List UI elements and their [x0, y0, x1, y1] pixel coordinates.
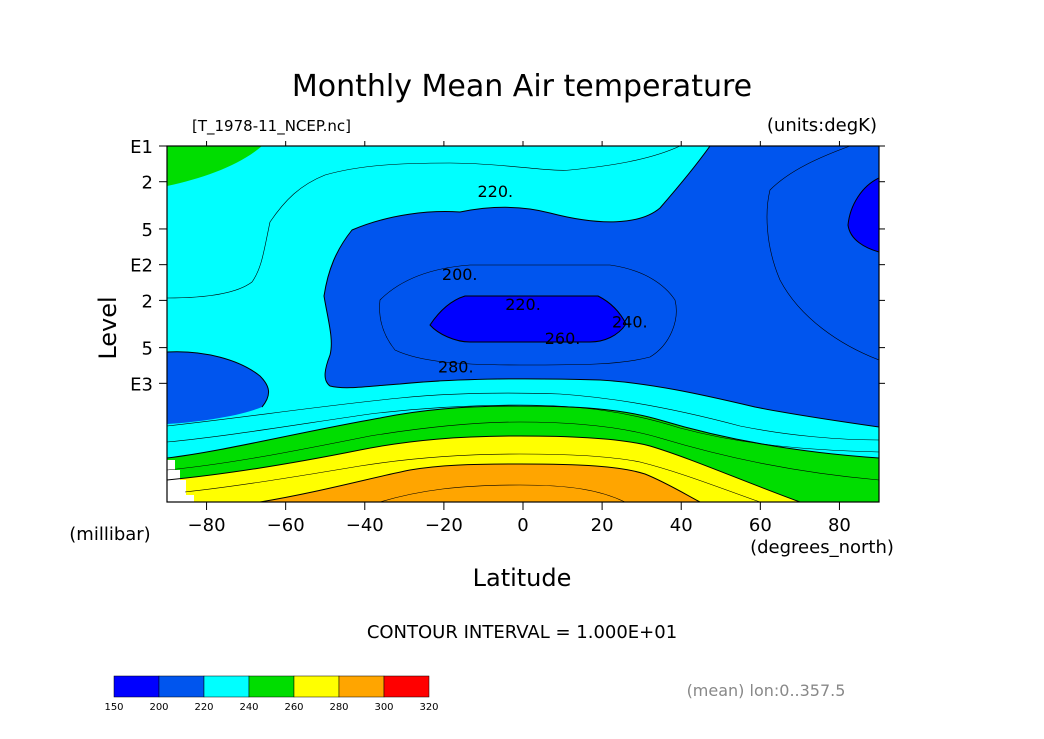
contour-labels: 220. 200. 220. 240. 260. 280. [438, 182, 648, 377]
colorbar-label: 280 [329, 702, 348, 713]
y-axis-ticks: E1 2 5 E2 2 5 E3 [130, 137, 885, 395]
y-tick-label: E3 [130, 374, 153, 395]
y-tick-label: 5 [142, 220, 153, 241]
contour-label: 280. [438, 358, 474, 377]
colorbar-labels: 150 200 220 240 260 280 300 320 [104, 702, 438, 713]
y-tick-label: E2 [130, 256, 153, 277]
missing-data-corner [167, 460, 194, 502]
contour-line-thin-lower-3 [167, 421, 879, 481]
contour-line-thin-upper [167, 146, 681, 299]
x-tick-label: 60 [749, 515, 772, 536]
colorbar-label: 150 [104, 702, 123, 713]
colorbar-swatch [158, 675, 205, 698]
contour-fill-layer [167, 146, 879, 502]
colorbar-swatch [113, 675, 160, 698]
y-tick-label: E1 [130, 137, 153, 158]
x-axis-units: (degrees_north) [750, 537, 894, 558]
x-tick-label: −60 [267, 515, 305, 536]
colorbar-label: 320 [419, 702, 438, 713]
colorbar-label: 300 [374, 702, 393, 713]
contour-label: 260. [545, 329, 581, 348]
y-tick-label: 2 [142, 173, 153, 194]
band-200-220-main [324, 146, 879, 427]
colorbar-label: 200 [149, 702, 168, 713]
x-tick-label: 80 [828, 515, 851, 536]
contour-interval-label: CONTOUR INTERVAL = 1.000E+01 [367, 622, 677, 643]
units-label: (units:degK) [767, 115, 877, 136]
contour-label: 220. [505, 295, 541, 314]
contour-line-thin-lower-4 [184, 453, 761, 502]
band-240-260-top-left [167, 146, 262, 186]
colorbar-label: 240 [239, 702, 258, 713]
contour-label: 240. [612, 313, 648, 332]
contour-line-280 [259, 463, 701, 502]
contour-label: 200. [442, 265, 478, 284]
colorbar-swatch [248, 675, 295, 698]
x-axis-title: Latitude [473, 564, 572, 592]
y-axis-title: Level [94, 296, 122, 359]
x-tick-label: 40 [670, 515, 693, 536]
contour-line-220-outline [323, 146, 879, 428]
contour-line-layer [167, 146, 879, 502]
contour-line-thin-lower-1 [167, 392, 879, 441]
x-tick-label: 20 [591, 515, 614, 536]
x-tick-label: −80 [188, 515, 226, 536]
band-280-300 [260, 464, 700, 502]
contour-line-thin-inner [379, 264, 677, 366]
colorbar-label: 220 [194, 702, 213, 713]
contour-line-thin-lower-5 [379, 484, 626, 502]
colorbar-label: 260 [284, 702, 303, 713]
y-tick-label: 5 [142, 339, 153, 360]
y-tick-label: 2 [142, 291, 153, 312]
y-axis-units: (millibar) [69, 524, 150, 545]
x-tick-label: −20 [425, 515, 463, 536]
band-200-220-left [167, 351, 269, 424]
footnote-mean-lon: (mean) lon:0..357.5 [687, 681, 846, 700]
colorbar-swatch [383, 675, 430, 698]
contour-line-240 [167, 405, 879, 459]
contour-line-thin-lower-2 [167, 404, 879, 453]
colorbar-swatch [338, 675, 385, 698]
x-axis-ticks: −80 −60 −40 −20 0 20 40 60 80 [188, 141, 851, 536]
chart-title: Monthly Mean Air temperature [292, 69, 752, 104]
file-label: [T_1978-11_NCEP.nc] [192, 117, 351, 136]
x-tick-label: 0 [517, 515, 528, 536]
contour-label: 220. [477, 182, 513, 201]
contour-line-200-right [847, 177, 879, 253]
band-below-200-right [848, 178, 879, 252]
contour-line-200-center [429, 295, 627, 343]
colorbar-swatch [293, 675, 340, 698]
contour-line-thin-right [766, 146, 879, 361]
x-tick-label: −40 [346, 515, 384, 536]
contour-line-260 [167, 435, 801, 502]
colorbar-swatch [203, 675, 250, 698]
colorbar [113, 675, 430, 698]
contour-line-220-left [167, 351, 269, 408]
band-below-200-center [430, 296, 626, 342]
